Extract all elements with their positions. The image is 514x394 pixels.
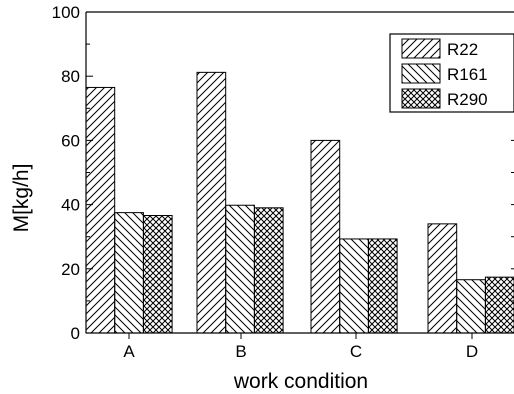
x-tick-label: A <box>123 342 135 361</box>
x-axis-label: work condition <box>233 370 368 393</box>
y-tick-label: 20 <box>61 260 80 279</box>
bar-r22-c <box>310 139 341 334</box>
legend-label-r22: R22 <box>447 40 478 59</box>
bar-r290-c <box>367 238 398 334</box>
legend-label-r290: R290 <box>447 90 488 109</box>
x-tick-label: C <box>350 342 362 361</box>
x-tick-label: D <box>466 342 478 361</box>
legend-swatch-r161 <box>401 63 441 84</box>
bar-r161-a <box>114 212 144 334</box>
y-tick-label: 100 <box>52 3 80 22</box>
bar-r161-b <box>225 204 255 334</box>
bar-r161-c <box>339 238 369 334</box>
bar-r290-d <box>484 276 514 334</box>
y-tick-label: 40 <box>61 196 80 215</box>
y-axis-label: M[kg/h] <box>10 164 33 233</box>
legend-swatch-r290 <box>401 88 441 109</box>
y-tick-label: 80 <box>61 67 80 86</box>
y-tick-label: 0 <box>71 324 80 343</box>
bar-r22-b <box>196 71 227 334</box>
legend-swatch-r22 <box>401 38 441 59</box>
bar-r22-a <box>85 86 116 334</box>
legend-label-r161: R161 <box>447 65 488 84</box>
bar-r22-d <box>427 223 458 334</box>
y-tick-label: 60 <box>61 131 80 150</box>
bar-r290-b <box>253 207 284 334</box>
bar-r161-d <box>456 279 486 334</box>
bar-r290-a <box>142 215 173 334</box>
x-tick-label: B <box>235 342 246 361</box>
